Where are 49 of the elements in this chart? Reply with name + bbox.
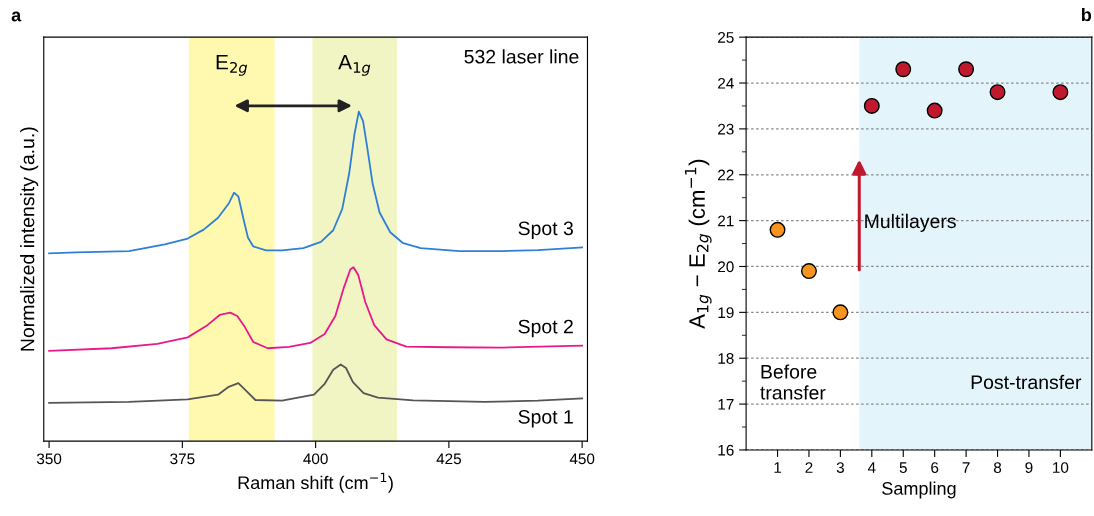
point: [895, 61, 912, 78]
y-tick-label: 20: [718, 261, 734, 273]
band-label: Post-transfer: [971, 374, 1082, 390]
y-axis-title: Normalized intensity (a.u.): [20, 127, 39, 351]
text: a: [11, 11, 22, 22]
y-tick-label: 22: [718, 169, 734, 181]
point: [958, 61, 975, 78]
x-tick-label: 350: [36, 453, 62, 465]
point: [926, 102, 943, 119]
text: b: [1081, 7, 1092, 22]
y-tick-label: 16: [718, 444, 734, 456]
x-tick-label: 4: [867, 462, 876, 473]
x-tick-label: 5: [899, 462, 907, 473]
point: [800, 263, 817, 280]
x-tick-label: 400: [303, 453, 328, 465]
series-label: Spot 1: [518, 409, 573, 428]
x-tick-label: 375: [170, 453, 195, 465]
x-tick-label: 425: [436, 453, 461, 465]
y-tick-label: 17: [718, 399, 734, 410]
y-axis-title: A$_{1g}$ − E$_{2g}$ (cm$^{−1}$): [684, 159, 712, 329]
band-label: E$_{2g}$: [216, 55, 248, 76]
y-tick-label: 21: [718, 215, 734, 227]
x-axis-title: Sampling: [882, 481, 956, 499]
y-tick-label: 25: [718, 32, 734, 43]
text: 532 laser line: [464, 49, 579, 64]
point: [832, 304, 849, 321]
series-label: Spot 2: [518, 319, 573, 338]
annotation: Before transfer: [760, 364, 826, 400]
y-tick-label: 24: [718, 77, 734, 89]
x-tick-label: 2: [805, 462, 813, 473]
y-tick-label: 18: [718, 353, 734, 364]
point: [989, 84, 1006, 101]
point: [1052, 84, 1069, 101]
y-tick-label: 19: [718, 307, 734, 319]
x-tick-label: 450: [569, 453, 595, 465]
x-tick-label: 6: [931, 462, 939, 473]
y-tick-label: 23: [718, 123, 734, 135]
x-tick-label: 9: [1025, 462, 1033, 473]
point: [769, 221, 786, 238]
x-tick-label: 8: [993, 462, 1002, 473]
x-tick-label: 1: [774, 462, 782, 473]
series-label: Spot 3: [518, 221, 573, 240]
x-tick-label: 3: [836, 462, 844, 473]
x-axis-title: Raman shift (cm$^{−1}$): [238, 472, 393, 493]
point: [863, 97, 880, 114]
band-label: A$_{1g}$: [338, 55, 371, 76]
x-tick-label: 10: [1053, 462, 1069, 473]
x-tick-label: 7: [962, 462, 970, 473]
annotation: Multilayers: [865, 213, 956, 232]
